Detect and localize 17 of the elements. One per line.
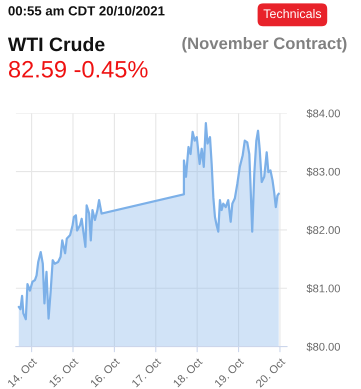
y-tick-label: $83.00 — [306, 167, 340, 176]
text: Technicals — [264, 8, 322, 18]
y-tick-label: $80.00 — [306, 342, 340, 352]
chart-subtitle: (November Contract) — [182, 36, 346, 52]
text: 00:55 am CDT 20/10/2021 — [8, 6, 165, 16]
chart-title: WTI Crude — [8, 36, 104, 52]
x-tick-label: 19. Oct — [214, 357, 244, 388]
x-tick-label: 18. Oct — [172, 357, 203, 388]
y-tick-label: $82.00 — [306, 226, 340, 235]
x-tick-label: 15. Oct — [48, 357, 79, 388]
text: 82.59 -0.45% — [8, 60, 148, 78]
x-tick-label: 14. Oct — [7, 357, 38, 388]
x-tick-label: 17. Oct — [131, 357, 162, 388]
y-tick-label: $81.00 — [306, 284, 340, 294]
x-tick-label: 20. Oct — [255, 357, 286, 388]
x-tick-label: 16. Oct — [90, 357, 120, 388]
y-tick-label: $84.00 — [306, 109, 340, 118]
